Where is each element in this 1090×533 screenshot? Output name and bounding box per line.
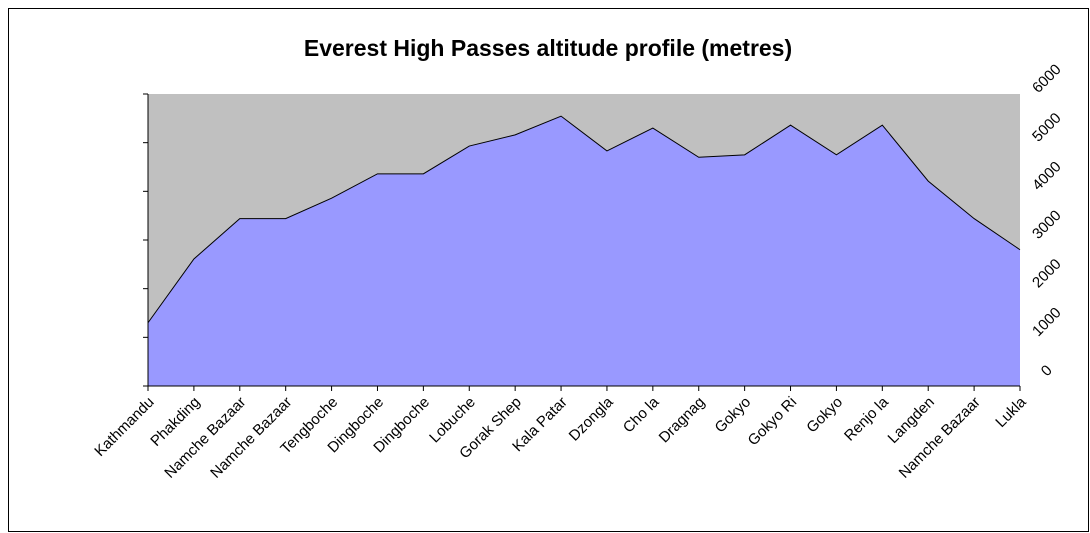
area-outline bbox=[147, 115, 1021, 324]
area bbox=[148, 116, 1020, 386]
chart-title: Everest High Passes altitude profile (me… bbox=[304, 35, 792, 61]
